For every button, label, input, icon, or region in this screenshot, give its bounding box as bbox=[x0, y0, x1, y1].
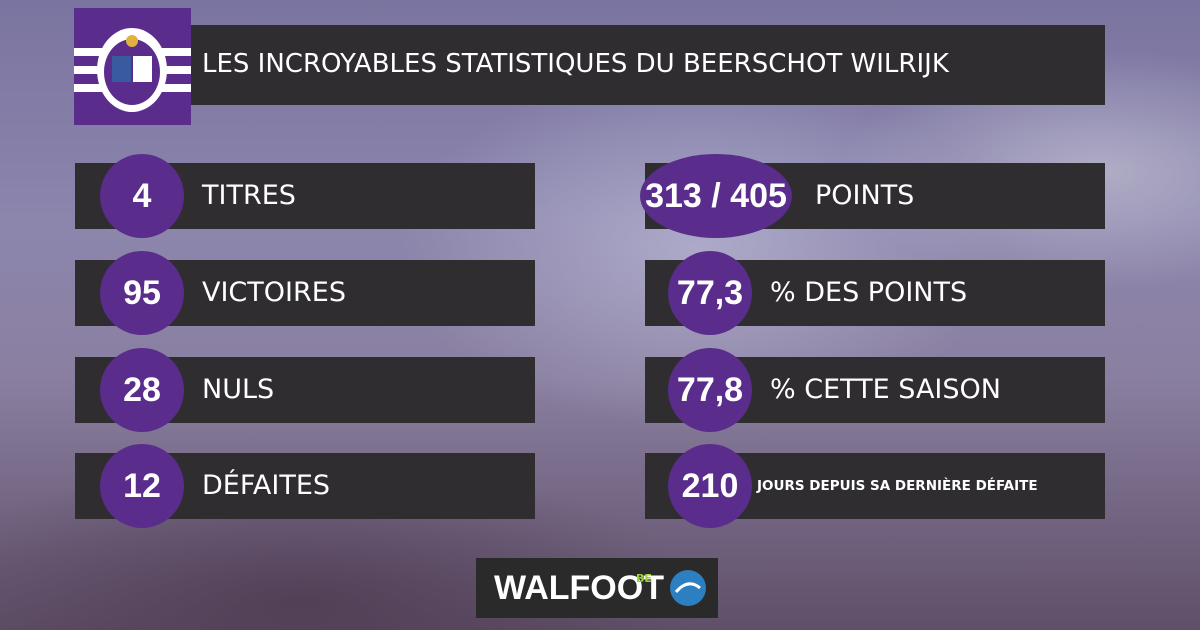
stat-label: DÉFAITES bbox=[202, 470, 331, 501]
stat-value: 28 bbox=[100, 348, 184, 432]
stat-label: VICTOIRES bbox=[202, 277, 346, 308]
brand-domain: BE bbox=[636, 572, 652, 585]
stat-value: 95 bbox=[100, 251, 184, 335]
stat-label: % DES POINTS bbox=[770, 277, 968, 308]
stat-value: 313 / 405 bbox=[640, 154, 792, 238]
stat-label: % CETTE SAISON bbox=[770, 374, 1001, 405]
crest bbox=[74, 8, 191, 125]
footer-logo bbox=[670, 570, 706, 606]
stat-value: 12 bbox=[100, 444, 184, 528]
stat-value: 210 bbox=[668, 444, 752, 528]
title: LES INCROYABLES STATISTIQUES DU BEERSCHO… bbox=[202, 49, 949, 79]
stat-value: 4 bbox=[100, 154, 184, 238]
brand: WALFOOT bbox=[494, 569, 664, 607]
stat-label: JOURS DEPUIS SA DERNIÈRE DÉFAITE bbox=[757, 478, 1038, 494]
stat-value: 77,8 bbox=[668, 348, 752, 432]
stat-label: TITRES bbox=[202, 180, 296, 211]
title-bar bbox=[190, 25, 1105, 105]
footer bbox=[476, 558, 718, 618]
stat-label: POINTS bbox=[815, 180, 915, 211]
stat-label: NULS bbox=[202, 374, 275, 405]
stat-value: 77,3 bbox=[668, 251, 752, 335]
crest-logo bbox=[74, 28, 191, 112]
